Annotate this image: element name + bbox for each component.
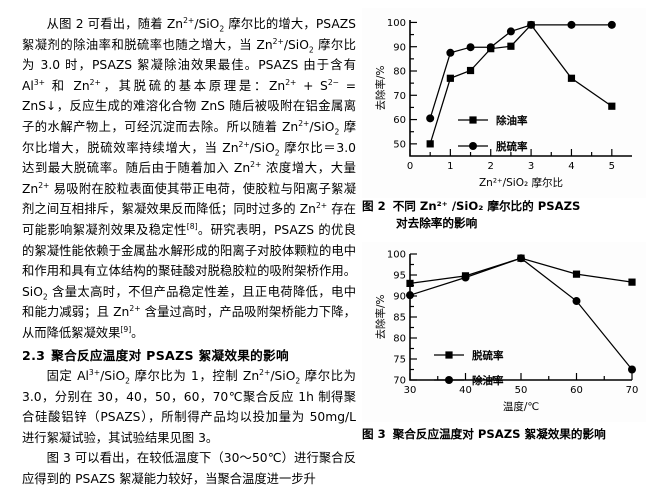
svg-text:2: 2 — [488, 161, 494, 172]
svg-text:75: 75 — [393, 355, 406, 366]
svg-text:Zn²⁺/SiO₂ 摩尔比: Zn²⁺/SiO₂ 摩尔比 — [479, 176, 563, 189]
figure-3-plot: 70 75 80 85 90 95 100 30 40 50 60 70 温度/℃ 去除率/% 脱硫率除油率 — [362, 242, 646, 422]
body-paragraph-3: 图 3 可以看出，在较低温度下（30～50℃）进行聚合反应得到的 PSAZS 絮… — [22, 451, 356, 487]
figure-2: 50 60 70 80 90 100 0 1 2 3 4 5 Zn²⁺/SiO₂ 摩尔比 去除率/% 除油率… — [362, 8, 646, 232]
svg-text:90: 90 — [393, 42, 406, 53]
figure-3-caption: 图 3 聚合反应温度对 PSAZS 絮凝效果的影响 — [362, 426, 646, 443]
svg-text:70: 70 — [393, 91, 406, 102]
figure-3-caption-line1: 聚合反应温度对 PSAZS 絮凝效果的影响 — [392, 427, 606, 441]
svg-text:去除率/%: 去除率/% — [374, 294, 387, 339]
svg-text:85: 85 — [393, 313, 406, 324]
text-column: 从图 2 可看出，随着 Zn2+/SiO2 摩尔比的增大，PSAZS 絮凝剂的除… — [22, 15, 356, 486]
section-number: 2.3 — [22, 347, 46, 363]
svg-text:去除率/%: 去除率/% — [374, 65, 387, 110]
svg-text:50: 50 — [393, 139, 406, 150]
svg-text:40: 40 — [459, 385, 472, 396]
svg-text:100: 100 — [387, 18, 406, 29]
body-paragraph-1: 从图 2 可看出，随着 Zn2+/SiO2 摩尔比的增大，PSAZS 絮凝剂的除… — [22, 15, 356, 340]
body-paragraph-2: 固定 Al3+/SiO2 摩尔比为 1，控制 Zn2+/SiO2 摩尔比为 3.… — [22, 368, 356, 445]
figure-3: 70 75 80 85 90 95 100 30 40 50 60 70 温度/℃ 去除率/% 脱硫率除油率… — [362, 242, 646, 443]
section-title: 聚合反应温度对 PSAZS 絮凝效果的影响 — [51, 347, 289, 363]
svg-text:95: 95 — [393, 271, 406, 282]
svg-text:70: 70 — [626, 385, 639, 396]
figure-2-caption-line2: 对去除率的影响 — [396, 216, 478, 230]
svg-text:除油率: 除油率 — [472, 374, 504, 387]
figure-2-caption-number: 图 2 — [362, 199, 386, 213]
svg-text:50: 50 — [515, 385, 528, 396]
figure-2-caption-line1: 不同 Zn²⁺ /SiO₂ 摩尔比的 PSAZS — [392, 199, 581, 213]
svg-text:80: 80 — [393, 334, 406, 345]
svg-text:温度/℃: 温度/℃ — [503, 400, 539, 413]
figure-column: 50 60 70 80 90 100 0 1 2 3 4 5 Zn²⁺/SiO₂ 摩尔比 去除率/% 除油率… — [362, 0, 654, 484]
svg-text:脱硫率: 脱硫率 — [472, 349, 504, 362]
svg-text:0: 0 — [407, 161, 413, 172]
svg-text:脱硫率: 脱硫率 — [496, 140, 528, 153]
figure-2-caption: 图 2 不同 Zn²⁺ /SiO₂ 摩尔比的 PSAZS 对去除率的影响 — [362, 198, 646, 232]
section-heading-2-3: 2.3 聚合反应温度对 PSAZS 絮凝效果的影响 — [22, 346, 356, 367]
svg-text:3: 3 — [528, 161, 534, 172]
svg-text:100: 100 — [387, 250, 406, 261]
svg-text:80: 80 — [393, 67, 406, 78]
figure-3-caption-number: 图 3 — [362, 427, 386, 441]
svg-text:70: 70 — [393, 376, 406, 387]
svg-text:60: 60 — [393, 115, 406, 126]
svg-text:30: 30 — [404, 385, 417, 396]
figure-2-plot: 50 60 70 80 90 100 0 1 2 3 4 5 Zn²⁺/SiO₂ 摩尔比 去除率/% 除油率… — [362, 8, 646, 198]
svg-text:60: 60 — [570, 385, 583, 396]
svg-text:除油率: 除油率 — [496, 114, 528, 127]
svg-text:1: 1 — [447, 161, 453, 172]
svg-text:90: 90 — [393, 292, 406, 303]
figure-2-chart: 50 60 70 80 90 100 0 1 2 3 4 5 Zn²⁺/SiO₂ 摩尔比 去除率/% 除油率… — [374, 18, 632, 189]
svg-text:4: 4 — [568, 161, 574, 172]
svg-text:5: 5 — [609, 161, 615, 172]
